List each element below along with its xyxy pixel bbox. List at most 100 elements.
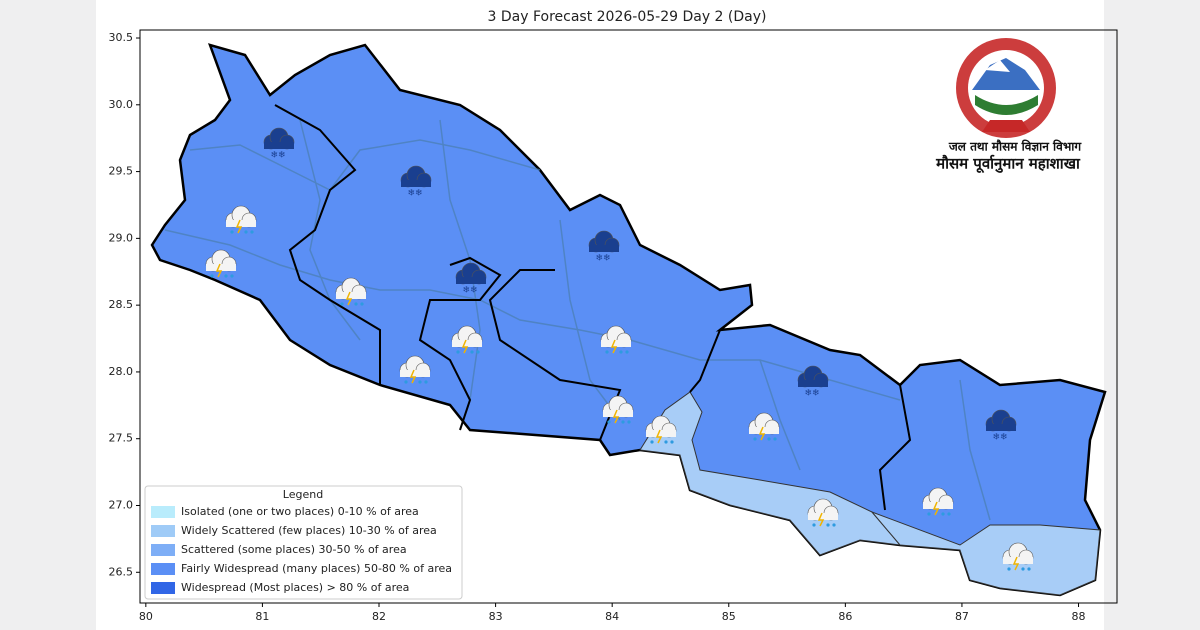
cloud-part	[401, 180, 431, 187]
raindrop	[941, 512, 945, 516]
x-tick-label: 84	[605, 610, 619, 623]
y-tick-label: 28.5	[109, 298, 134, 311]
cloud-part	[589, 245, 619, 252]
snow-icon: ❄❄	[455, 262, 487, 296]
cloud-part	[206, 264, 236, 271]
snowflake: ❄❄	[992, 433, 1007, 443]
y-tick-label: 30.0	[109, 98, 134, 111]
y-tick-label: 26.5	[109, 565, 134, 578]
cloud-part	[749, 427, 779, 434]
raindrop	[210, 274, 214, 278]
lightning	[932, 501, 940, 516]
legend-label: Scattered (some places) 30-50 % of area	[181, 543, 407, 556]
raindrop	[605, 350, 609, 354]
y-tick-label: 29.5	[109, 165, 134, 178]
lightning	[409, 369, 417, 384]
x-tick-label: 80	[139, 610, 153, 623]
lightning	[612, 409, 620, 424]
raindrop	[812, 523, 816, 527]
raindrop	[826, 523, 830, 527]
legend-label: Widely Scattered (few places) 10-30 % of…	[181, 524, 437, 537]
lightning	[1012, 556, 1020, 571]
chart-title: 3 Day Forecast 2026-05-29 Day 2 (Day)	[488, 9, 767, 25]
legend-swatch	[151, 506, 175, 518]
storm-icon	[748, 412, 780, 441]
x-tick-label: 82	[372, 610, 386, 623]
lightning	[215, 263, 223, 278]
lightning	[655, 429, 663, 444]
cloud-part	[601, 340, 631, 347]
raindrop	[418, 380, 422, 384]
legend: Legend Isolated (one or two places) 0-10…	[144, 485, 463, 600]
lightning	[345, 291, 353, 306]
emblem-text: मौसम पूर्वानुमान महाशाखा	[935, 155, 1081, 174]
storm-icon	[922, 487, 954, 516]
storm-icon	[335, 277, 367, 306]
storm-icon	[1002, 542, 1034, 571]
raindrop	[456, 350, 460, 354]
plot-frame	[139, 29, 1118, 604]
legend-swatch	[151, 525, 175, 537]
raindrop	[1021, 567, 1025, 571]
storm-icon	[451, 325, 483, 354]
cloud-part	[400, 370, 430, 377]
raindrop	[753, 437, 757, 441]
snow-icon: ❄❄	[263, 127, 295, 161]
y-tick-label: 30.5	[109, 31, 134, 44]
lightning	[461, 339, 469, 354]
legend-label: Widespread (Most places) > 80 % of area	[181, 581, 409, 594]
snowflake: ❄❄	[804, 389, 819, 399]
emblem-text: जल तथा मौसम विज्ञान विभाग	[948, 140, 1083, 154]
snow-icon: ❄❄	[400, 165, 432, 199]
storm-icon	[225, 205, 257, 234]
snow-icon: ❄❄	[985, 409, 1017, 443]
raindrop	[670, 440, 674, 444]
raindrop	[424, 380, 428, 384]
cloud-part	[456, 277, 486, 284]
raindrop	[627, 420, 631, 424]
x-tick-label: 81	[255, 610, 269, 623]
raindrop	[1027, 567, 1031, 571]
lightning	[610, 339, 618, 354]
weather-icons: ❄❄ ❄❄ ❄❄ ❄❄ ❄❄ ❄❄	[205, 127, 1034, 571]
storm-icon	[807, 498, 839, 527]
storm-icon	[205, 249, 237, 278]
x-tick-label: 86	[838, 610, 852, 623]
lightning	[758, 426, 766, 441]
raindrop	[773, 437, 777, 441]
cloud-part	[336, 292, 366, 299]
legend-title: Legend	[283, 488, 323, 501]
raindrop	[476, 350, 480, 354]
cloud-part	[986, 424, 1016, 431]
legend-label: Isolated (one or two places) 0-10 % of a…	[181, 505, 419, 518]
raindrop	[360, 302, 364, 306]
legend-swatch	[151, 544, 175, 556]
raindrop	[470, 350, 474, 354]
cloud-part	[798, 380, 828, 387]
legend-swatch	[151, 563, 175, 575]
cloud-part	[452, 340, 482, 347]
x-tick-label: 87	[955, 610, 969, 623]
snow-icon: ❄❄	[797, 365, 829, 399]
raindrop	[250, 230, 254, 234]
raindrop	[244, 230, 248, 234]
cloud-part	[923, 502, 953, 509]
province-lines	[274, 104, 912, 511]
snow-icon: ❄❄	[588, 230, 620, 264]
raindrop	[224, 274, 228, 278]
legend-label: Fairly Widespread (many places) 50-80 % …	[181, 562, 452, 575]
raindrop	[625, 350, 629, 354]
raindrop	[230, 274, 234, 278]
storm-icon	[600, 325, 632, 354]
cloud-part	[264, 142, 294, 149]
raindrop	[650, 440, 654, 444]
lightning	[235, 219, 243, 234]
y-tick-label: 28.0	[109, 365, 134, 378]
storm-icon	[602, 395, 634, 424]
raindrop	[404, 380, 408, 384]
emblem	[956, 38, 1056, 138]
raindrop	[664, 440, 668, 444]
raindrop	[1007, 567, 1011, 571]
cloud-part	[603, 410, 633, 417]
